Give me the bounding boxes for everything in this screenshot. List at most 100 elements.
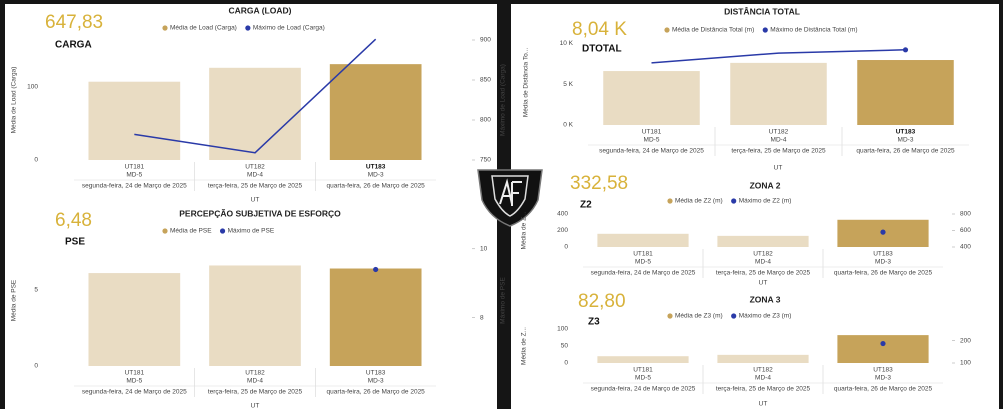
legend-label: Média de Distância Total (m) bbox=[672, 27, 754, 34]
x-subcategory-label: MD-5 bbox=[126, 172, 142, 179]
x-tick-label: UT181 bbox=[633, 367, 653, 374]
x-tick-label: UT181 bbox=[633, 251, 653, 258]
y-axis-title: Média de Z... bbox=[521, 327, 528, 365]
bar bbox=[209, 67, 301, 160]
y2-axis-title: Máximo de Load (Carga) bbox=[500, 64, 507, 136]
x-date-label: segunda-feira, 24 de Março de 2025 bbox=[591, 270, 696, 277]
y2-axis-title: Máximo de PSE bbox=[500, 277, 507, 324]
bar bbox=[717, 235, 809, 247]
y2-tick-label: 200 bbox=[960, 337, 971, 344]
x-axis-title: UT bbox=[251, 403, 260, 409]
kpi-value: 82,80 bbox=[578, 291, 626, 312]
x-subcategory-label: MD-3 bbox=[368, 172, 384, 179]
y2-tick-label: 100 bbox=[960, 360, 971, 367]
legend-swatch bbox=[731, 198, 737, 204]
x-date-label: terça-feira, 25 de Março de 2025 bbox=[716, 270, 811, 277]
x-date-label: terça-feira, 25 de Março de 2025 bbox=[208, 183, 303, 190]
y2-tick-label: 800 bbox=[480, 117, 491, 124]
kpi-value: 8,04 K bbox=[572, 19, 627, 40]
x-date-label: segunda-feira, 24 de Março de 2025 bbox=[591, 386, 696, 393]
x-subcategory-label: MD-4 bbox=[247, 172, 263, 179]
x-axis-title: UT bbox=[774, 165, 783, 172]
x-tick-label: UT183 bbox=[366, 370, 386, 377]
x-tick-label: UT182 bbox=[753, 251, 773, 258]
line bbox=[651, 49, 906, 64]
x-date-label: segunda-feira, 24 de Março de 2025 bbox=[82, 183, 187, 190]
legend-swatch bbox=[667, 198, 673, 204]
y-tick-label: 0 bbox=[34, 363, 38, 370]
bar bbox=[857, 60, 954, 125]
x-date-label: terça-feira, 25 de Março de 2025 bbox=[731, 148, 826, 155]
x-date-label: segunda-feira, 24 de Março de 2025 bbox=[599, 148, 704, 155]
legend-swatch bbox=[762, 27, 768, 33]
marker bbox=[902, 47, 909, 53]
bar bbox=[329, 268, 422, 366]
legend-label: Média de PSE bbox=[170, 228, 212, 235]
legend-label: Média de Z2 (m) bbox=[675, 198, 723, 205]
kpi-label: DTOTAL bbox=[582, 44, 622, 55]
x-tick-label: UT183 bbox=[366, 164, 386, 171]
x-axis-title: UT bbox=[759, 280, 768, 287]
legend-label: Média de Load (Carga) bbox=[170, 25, 237, 32]
x-subcategory-label: MD-4 bbox=[247, 378, 263, 385]
x-date-label: quarta-feira, 26 de Março de 2025 bbox=[327, 389, 426, 396]
y-tick-label: 0 bbox=[564, 244, 568, 251]
y2-tick-label: 8 bbox=[480, 314, 484, 321]
legend-label: Máximo de Distância Total (m) bbox=[770, 27, 857, 34]
y2-tick-label: 850 bbox=[480, 77, 491, 84]
chart-title: DISTÂNCIA TOTAL bbox=[724, 5, 800, 16]
y-tick-label: 0 bbox=[34, 157, 38, 164]
y2-tick-label: 750 bbox=[480, 157, 491, 164]
legend-swatch bbox=[162, 25, 168, 31]
marker bbox=[880, 340, 886, 347]
x-subcategory-label: MD-5 bbox=[635, 375, 651, 382]
x-subcategory-label: MD-5 bbox=[126, 378, 142, 385]
kpi-label: PSE bbox=[65, 237, 85, 248]
bar bbox=[329, 64, 422, 160]
y-tick-label: 200 bbox=[557, 227, 568, 234]
marker bbox=[880, 229, 886, 235]
chart-title: ZONA 3 bbox=[750, 294, 781, 304]
bar bbox=[603, 71, 700, 125]
y2-tick-label: 800 bbox=[960, 211, 971, 218]
chart-title: PERCEPÇÃO SUBJETIVA DE ESFORÇO bbox=[179, 208, 341, 218]
y-tick-label: 5 bbox=[34, 287, 38, 294]
y-tick-label: 0 K bbox=[563, 122, 573, 129]
kpi-value: 647,83 bbox=[45, 12, 103, 33]
y-tick-label: 400 bbox=[557, 211, 568, 218]
x-subcategory-label: MD-4 bbox=[771, 137, 787, 144]
y-axis-title: Média de Load (Carga) bbox=[11, 67, 18, 134]
bar bbox=[88, 273, 181, 366]
kpi-label: Z3 bbox=[588, 317, 600, 328]
bar bbox=[597, 356, 689, 363]
legend-label: Máximo de PSE bbox=[228, 228, 275, 235]
y-tick-label: 5 K bbox=[563, 81, 573, 88]
y-axis-title: Média de Z... bbox=[521, 211, 528, 249]
x-tick-label: UT182 bbox=[769, 129, 789, 136]
legend-label: Máximo de Z2 (m) bbox=[739, 198, 792, 205]
kpi-value: 332,58 bbox=[570, 173, 628, 194]
x-tick-label: UT182 bbox=[245, 164, 265, 171]
x-axis-title: UT bbox=[759, 401, 768, 408]
y2-tick-label: 400 bbox=[960, 244, 971, 251]
legend-swatch bbox=[731, 313, 737, 319]
x-subcategory-label: MD-3 bbox=[368, 378, 384, 385]
x-subcategory-label: MD-3 bbox=[875, 259, 891, 266]
line bbox=[134, 38, 377, 154]
x-tick-label: UT182 bbox=[753, 367, 773, 374]
y-tick-label: 100 bbox=[27, 84, 38, 91]
x-tick-label: UT182 bbox=[245, 370, 265, 377]
y-tick-label: 0 bbox=[564, 360, 568, 367]
x-axis-title: UT bbox=[251, 197, 260, 204]
logo bbox=[477, 169, 543, 227]
legend-swatch bbox=[667, 313, 673, 319]
x-subcategory-label: MD-4 bbox=[755, 375, 771, 382]
x-tick-label: UT183 bbox=[873, 367, 893, 374]
bar bbox=[717, 354, 809, 363]
x-date-label: quarta-feira, 26 de Março de 2025 bbox=[856, 148, 955, 155]
y-tick-label: 100 bbox=[557, 326, 568, 333]
x-tick-label: UT181 bbox=[125, 164, 145, 171]
legend-swatch bbox=[664, 27, 670, 33]
x-subcategory-label: MD-4 bbox=[755, 259, 771, 266]
